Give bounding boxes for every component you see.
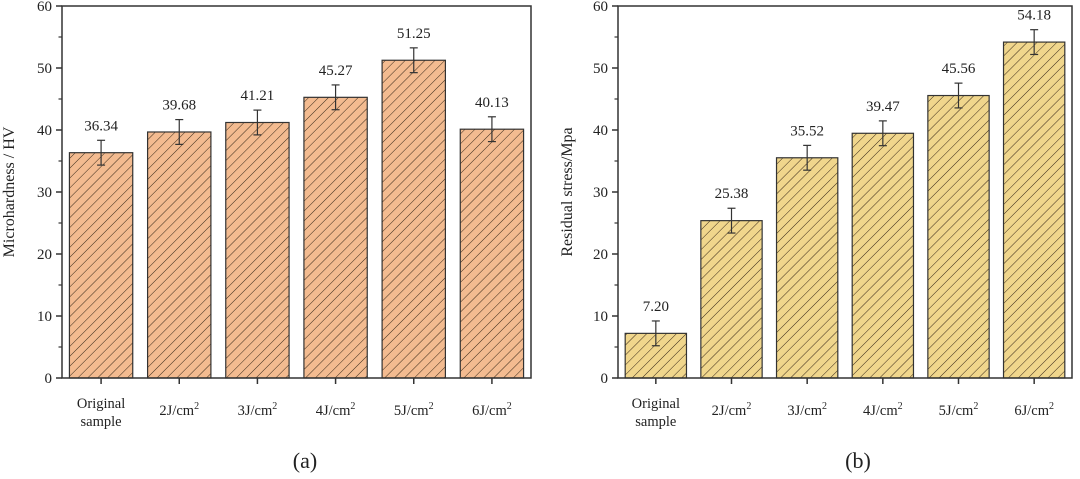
data-label: 7.20 bbox=[643, 299, 669, 315]
x-tick-label: 5J/cm2 bbox=[394, 401, 434, 419]
x-tick-label-sup: 2 bbox=[822, 401, 827, 412]
y-axis-label: Residual stress/Mpa bbox=[559, 127, 576, 256]
x-tick-label: 4J/cm2 bbox=[316, 401, 356, 419]
x-tick-label-base: 5J/cm bbox=[939, 403, 974, 419]
x-tick-label-base: 2J/cm bbox=[712, 403, 747, 419]
x-tick-label-base: 5J/cm bbox=[394, 403, 429, 419]
data-label: 41.21 bbox=[241, 88, 275, 104]
x-tick-label-base: 4J/cm bbox=[316, 403, 351, 419]
y-tick-label: 10 bbox=[593, 309, 608, 325]
y-tick-label: 60 bbox=[37, 0, 52, 15]
y-tick-label: 20 bbox=[37, 247, 52, 263]
x-tick-label-sup: 2 bbox=[746, 401, 751, 412]
y-tick-label: 0 bbox=[45, 371, 53, 387]
data-label: 36.34 bbox=[84, 118, 118, 134]
data-label: 51.25 bbox=[397, 26, 431, 42]
data-label: 40.13 bbox=[475, 95, 509, 111]
panel-label: (b) bbox=[845, 448, 871, 473]
x-tick-label: 4J/cm2 bbox=[863, 401, 903, 419]
bar-hatch bbox=[851, 132, 915, 379]
y-tick-label: 30 bbox=[37, 185, 52, 201]
x-tick-label-sup: 2 bbox=[898, 401, 903, 412]
data-label: 54.18 bbox=[1017, 8, 1051, 24]
bar-hatch bbox=[146, 131, 212, 379]
bar-hatch bbox=[927, 94, 990, 379]
chart-panel-a: 36.34Originalsample39.682J/cm241.213J/cm… bbox=[1, 0, 532, 473]
y-tick-label: 50 bbox=[593, 61, 608, 77]
chart-panel-b: 7.20Originalsample25.382J/cm235.523J/cm2… bbox=[559, 0, 1073, 473]
y-axis-label: Microhardness / HV bbox=[1, 126, 18, 257]
x-tick-label: 2J/cm2 bbox=[712, 401, 752, 419]
y-tick-label: 30 bbox=[593, 185, 608, 201]
x-tick-label: 6J/cm2 bbox=[472, 401, 512, 419]
x-tick-label-base: 4J/cm bbox=[863, 403, 898, 419]
bar-hatch bbox=[303, 96, 368, 379]
y-tick-label: 0 bbox=[601, 371, 609, 387]
x-tick-label: 3J/cm2 bbox=[238, 401, 278, 419]
data-label: 39.68 bbox=[162, 98, 196, 114]
data-label: 25.38 bbox=[715, 186, 749, 202]
x-tick-label-line2: sample bbox=[81, 414, 122, 430]
x-tick-label-sup: 2 bbox=[973, 401, 978, 412]
y-tick-label: 40 bbox=[37, 123, 52, 139]
bar-hatch bbox=[381, 59, 447, 379]
x-tick-label: 5J/cm2 bbox=[939, 401, 979, 419]
data-label: 35.52 bbox=[790, 123, 824, 139]
x-tick-label-base: 3J/cm bbox=[238, 403, 273, 419]
y-tick-label: 40 bbox=[593, 123, 608, 139]
bar-hatch bbox=[775, 157, 839, 379]
bar-hatch bbox=[68, 152, 134, 379]
x-tick-label-line2: sample bbox=[635, 414, 676, 430]
data-label: 39.47 bbox=[866, 99, 900, 115]
data-label: 45.56 bbox=[942, 61, 976, 77]
x-tick-label-sup: 2 bbox=[429, 401, 434, 412]
x-tick-label-sup: 2 bbox=[350, 401, 355, 412]
bar-hatch bbox=[225, 121, 290, 379]
y-tick-label: 20 bbox=[593, 247, 608, 263]
x-tick-label: 6J/cm2 bbox=[1014, 401, 1054, 419]
x-tick-label-sup: 2 bbox=[272, 401, 277, 412]
x-tick-label-base: 3J/cm bbox=[787, 403, 822, 419]
y-tick-label: 60 bbox=[593, 0, 608, 15]
x-tick-label-sup: 2 bbox=[194, 401, 199, 412]
x-tick-label-sup: 2 bbox=[507, 401, 512, 412]
y-tick-label: 50 bbox=[37, 61, 52, 77]
x-tick-label: Original bbox=[632, 396, 680, 412]
x-tick-label-sup: 2 bbox=[1049, 401, 1054, 412]
x-tick-label-base: 6J/cm bbox=[1014, 403, 1049, 419]
x-tick-label: 3J/cm2 bbox=[787, 401, 827, 419]
x-tick-label-base: 6J/cm bbox=[472, 403, 507, 419]
bar-hatch bbox=[459, 128, 525, 379]
bar-hatch bbox=[700, 220, 763, 379]
x-tick-label: Original bbox=[77, 396, 125, 412]
x-tick-label-base: 2J/cm bbox=[159, 403, 194, 419]
x-tick-label: 2J/cm2 bbox=[159, 401, 199, 419]
y-tick-label: 10 bbox=[37, 309, 52, 325]
panel-label: (a) bbox=[293, 448, 317, 473]
data-label: 45.27 bbox=[319, 63, 353, 79]
bar-hatch bbox=[1002, 41, 1066, 379]
